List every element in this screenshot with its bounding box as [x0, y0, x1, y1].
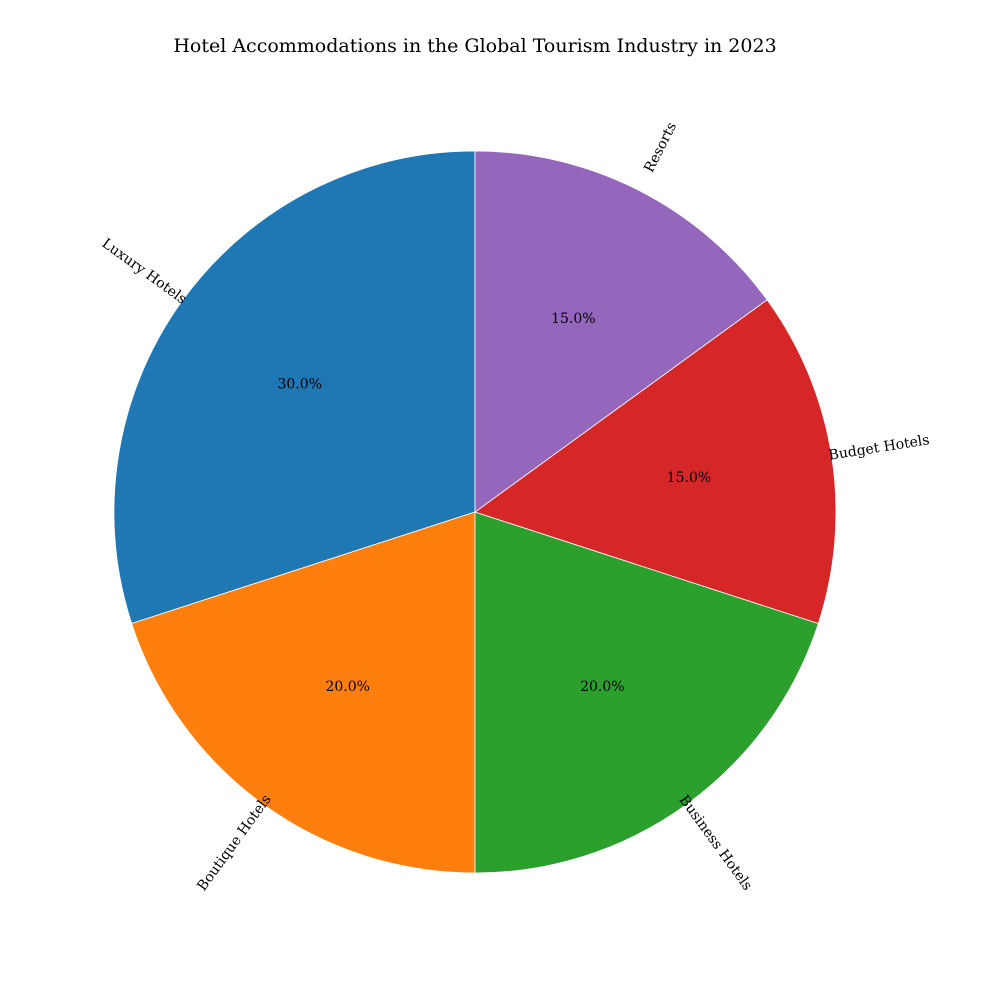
pie-slice-budget-hotels — [474, 299, 837, 625]
slice-label-resorts: Resorts — [641, 120, 680, 175]
pct-label-resorts: 15.0% — [551, 311, 595, 327]
pie-slice-business-hotels — [474, 511, 819, 874]
chart-title: Hotel Accommodations in the Global Touri… — [173, 35, 776, 57]
pie-slice-boutique-hotels — [131, 511, 476, 874]
slice-label-luxury-hotels: Luxury Hotels — [99, 236, 190, 308]
pct-label-business-hotels: 20.0% — [580, 679, 624, 695]
pct-label-budget-hotels: 15.0% — [667, 470, 711, 486]
pct-label-boutique-hotels: 20.0% — [325, 679, 369, 695]
slice-label-boutique-hotels: Boutique Hotels — [194, 792, 274, 894]
pie-slices — [113, 150, 837, 874]
slice-label-business-hotels: Business Hotels — [676, 792, 756, 893]
pie-slice-luxury-hotels — [113, 150, 476, 625]
pie-slice-resorts — [474, 150, 768, 513]
pct-label-luxury-hotels: 30.0% — [278, 377, 322, 393]
slice-label-budget-hotels: Budget Hotels — [828, 432, 931, 464]
